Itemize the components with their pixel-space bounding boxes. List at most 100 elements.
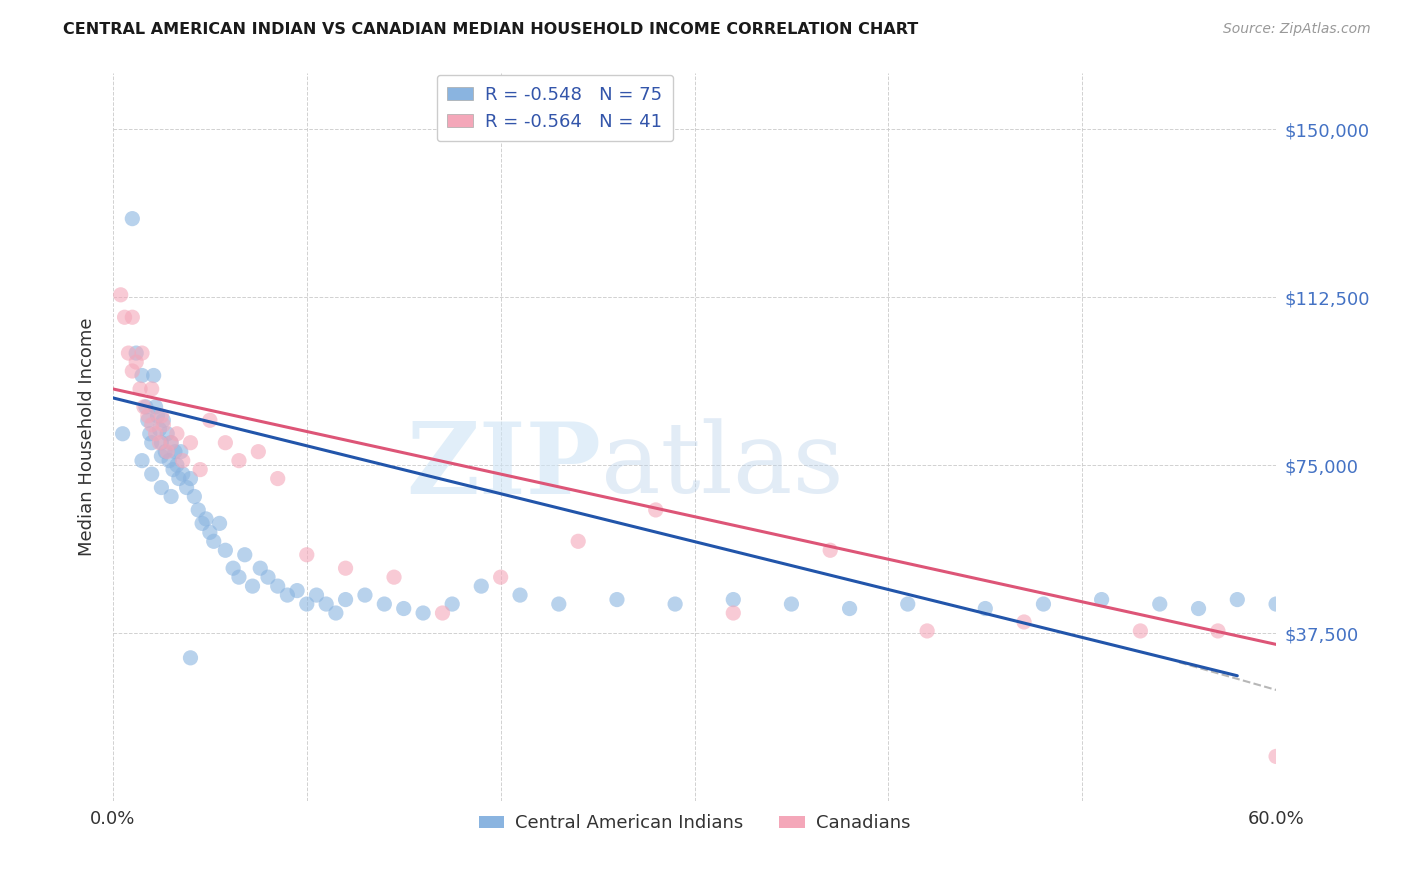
Point	[441, 597, 464, 611]
Point	[139, 426, 162, 441]
Point	[114, 310, 136, 325]
Point	[129, 382, 152, 396]
Point	[179, 650, 201, 665]
Point	[125, 346, 148, 360]
Point	[295, 597, 318, 611]
Point	[142, 368, 165, 383]
Point	[249, 561, 271, 575]
Y-axis label: Median Household Income: Median Household Income	[79, 318, 96, 557]
Point	[1265, 597, 1288, 611]
Point	[167, 472, 190, 486]
Point	[276, 588, 298, 602]
Point	[176, 481, 198, 495]
Point	[148, 435, 170, 450]
Point	[183, 490, 205, 504]
Point	[228, 570, 250, 584]
Point	[373, 597, 395, 611]
Point	[818, 543, 841, 558]
Point	[723, 592, 745, 607]
Point	[131, 453, 153, 467]
Point	[1032, 597, 1054, 611]
Legend: Central American Indians, Canadians: Central American Indians, Canadians	[472, 807, 917, 839]
Point	[974, 601, 997, 615]
Point	[489, 570, 512, 584]
Point	[1012, 615, 1035, 629]
Point	[335, 592, 357, 607]
Point	[150, 449, 173, 463]
Point	[257, 570, 280, 584]
Point	[166, 458, 188, 472]
Point	[267, 579, 290, 593]
Point	[412, 606, 434, 620]
Point	[470, 579, 492, 593]
Point	[145, 426, 167, 441]
Point	[145, 400, 167, 414]
Text: ZIP: ZIP	[406, 417, 602, 515]
Point	[166, 426, 188, 441]
Point	[155, 444, 177, 458]
Point	[915, 624, 938, 638]
Point	[897, 597, 920, 611]
Point	[228, 453, 250, 467]
Point	[179, 472, 201, 486]
Point	[1226, 592, 1249, 607]
Point	[606, 592, 628, 607]
Point	[567, 534, 589, 549]
Point	[121, 364, 143, 378]
Point	[354, 588, 377, 602]
Point	[135, 400, 157, 414]
Point	[152, 417, 174, 432]
Point	[160, 490, 183, 504]
Point	[325, 606, 347, 620]
Point	[121, 310, 143, 325]
Point	[136, 409, 159, 423]
Point	[295, 548, 318, 562]
Point	[150, 481, 173, 495]
Point	[156, 426, 179, 441]
Point	[242, 579, 264, 593]
Point	[146, 409, 169, 423]
Point	[141, 467, 163, 481]
Point	[131, 346, 153, 360]
Point	[162, 462, 184, 476]
Text: CENTRAL AMERICAN INDIAN VS CANADIAN MEDIAN HOUSEHOLD INCOME CORRELATION CHART: CENTRAL AMERICAN INDIAN VS CANADIAN MEDI…	[63, 22, 918, 37]
Point	[198, 413, 221, 427]
Point	[148, 422, 170, 436]
Point	[160, 435, 183, 450]
Point	[285, 583, 308, 598]
Point	[195, 512, 218, 526]
Point	[170, 444, 193, 458]
Point	[150, 435, 173, 450]
Point	[432, 606, 454, 620]
Point	[110, 288, 132, 302]
Point	[222, 561, 245, 575]
Point	[1129, 624, 1152, 638]
Point	[723, 606, 745, 620]
Point	[1149, 597, 1171, 611]
Point	[198, 525, 221, 540]
Point	[141, 417, 163, 432]
Point	[247, 444, 270, 458]
Text: atlas: atlas	[602, 418, 844, 514]
Point	[780, 597, 803, 611]
Point	[156, 444, 179, 458]
Point	[179, 435, 201, 450]
Point	[172, 467, 194, 481]
Point	[1187, 601, 1209, 615]
Point	[187, 503, 209, 517]
Point	[644, 503, 666, 517]
Point	[335, 561, 357, 575]
Point	[1265, 749, 1288, 764]
Point	[1206, 624, 1229, 638]
Point	[202, 534, 225, 549]
Point	[838, 601, 860, 615]
Point	[111, 426, 134, 441]
Point	[132, 400, 155, 414]
Point	[382, 570, 405, 584]
Point	[664, 597, 686, 611]
Point	[157, 453, 180, 467]
Point	[214, 435, 236, 450]
Point	[131, 368, 153, 383]
Point	[208, 516, 231, 531]
Point	[150, 409, 173, 423]
